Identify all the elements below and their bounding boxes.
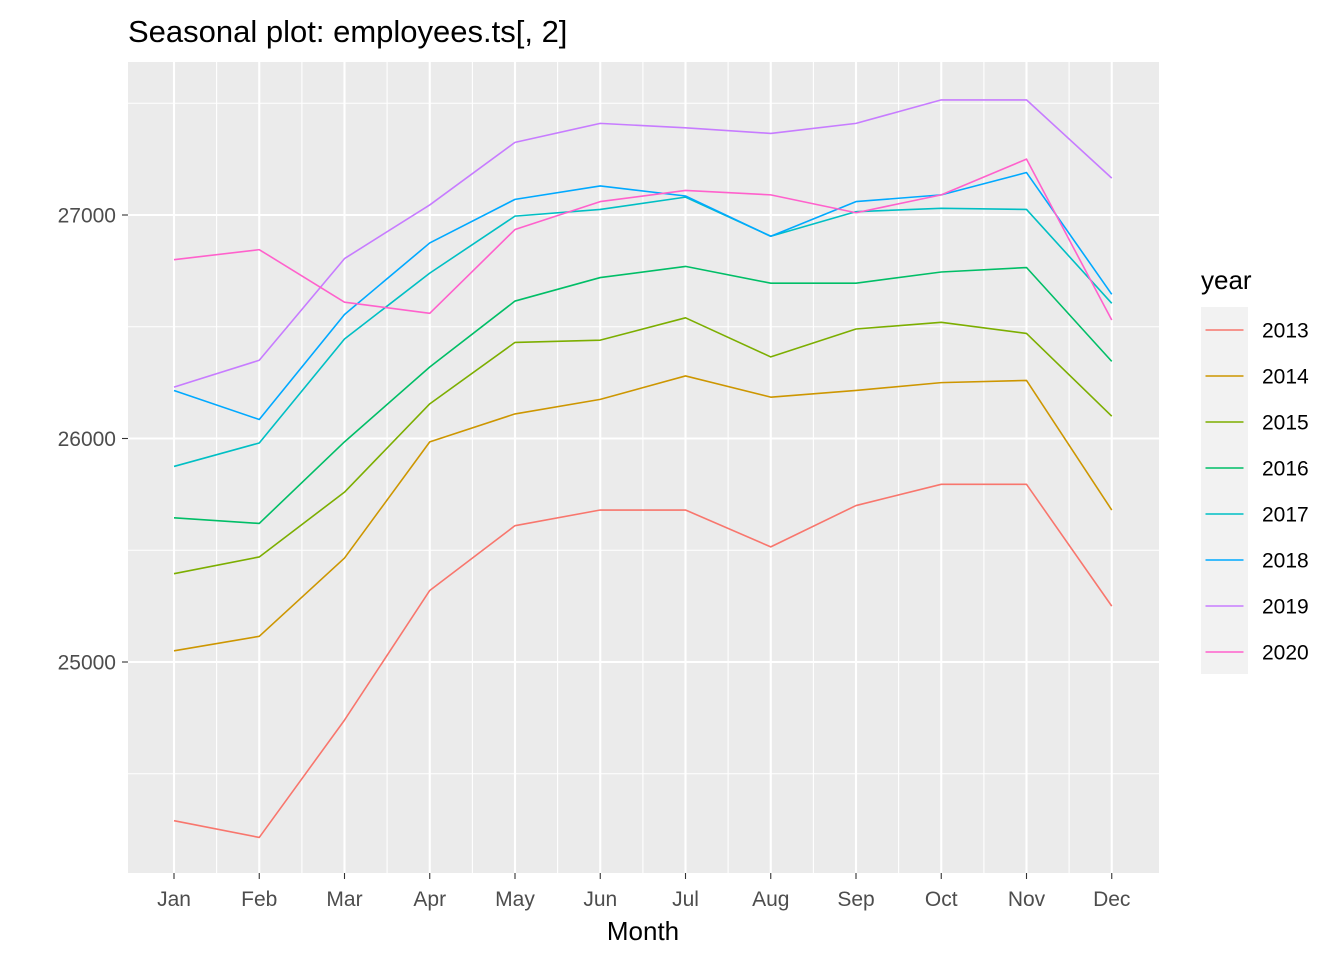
series-line-2013 bbox=[173, 483, 1113, 839]
y-tick-label-25000: 25000 bbox=[58, 652, 116, 675]
legend-label-2019: 2019 bbox=[1262, 596, 1309, 619]
series-line-2018 bbox=[173, 171, 1113, 421]
x-tick-label-nov: Nov bbox=[1008, 888, 1046, 911]
x-tick-label-jun: Jun bbox=[583, 888, 617, 911]
x-tick-label-may: May bbox=[495, 888, 535, 911]
legend-label-2020: 2020 bbox=[1262, 642, 1309, 665]
legend-label-2015: 2015 bbox=[1262, 412, 1309, 435]
legend-label-2016: 2016 bbox=[1262, 458, 1309, 481]
x-axis-title: Month bbox=[607, 916, 679, 946]
x-tick-label-oct: Oct bbox=[925, 888, 958, 911]
series-line-2019 bbox=[173, 99, 1113, 388]
legend-label-2017: 2017 bbox=[1262, 504, 1309, 527]
series-line-2020 bbox=[173, 158, 1113, 321]
plot-panel bbox=[128, 62, 1159, 873]
x-tick-label-dec: Dec bbox=[1093, 888, 1130, 911]
series-line-2016 bbox=[173, 265, 1113, 525]
x-tick-label-feb: Feb bbox=[241, 888, 277, 911]
x-tick-label-jan: Jan bbox=[157, 888, 191, 911]
chart-title: Seasonal plot: employees.ts[, 2] bbox=[128, 14, 567, 49]
legend-label-2018: 2018 bbox=[1262, 550, 1309, 573]
legend: year 2013 2014 2015 2016 2017 2018 2019 2020 bbox=[1201, 265, 1309, 674]
series-lines bbox=[173, 99, 1113, 839]
legend-label-2014: 2014 bbox=[1262, 366, 1309, 389]
x-axis-tick-labels: Jan Feb Mar Apr May Jun Jul Aug Sep Oct Nov Dec bbox=[157, 888, 1130, 911]
x-tick-label-sep: Sep bbox=[837, 888, 874, 911]
y-axis-tick-labels: 25000 26000 27000 bbox=[58, 205, 116, 675]
y-tick-label-27000: 27000 bbox=[58, 205, 116, 228]
axis-ticks bbox=[122, 214, 1113, 879]
series-line-2017 bbox=[173, 196, 1113, 468]
x-tick-label-mar: Mar bbox=[326, 888, 362, 911]
series-line-2014 bbox=[173, 375, 1113, 652]
legend-title: year bbox=[1201, 265, 1252, 295]
x-tick-label-aug: Aug bbox=[752, 888, 789, 911]
x-tick-label-jul: Jul bbox=[672, 888, 699, 911]
series-line-2015 bbox=[173, 317, 1113, 575]
legend-items: 2013 2014 2015 2016 2017 2018 2019 2020 bbox=[1205, 320, 1309, 665]
y-tick-label-26000: 26000 bbox=[58, 428, 116, 451]
grid-lines bbox=[128, 62, 1159, 873]
x-tick-label-apr: Apr bbox=[413, 888, 446, 911]
legend-key-background bbox=[1201, 307, 1248, 674]
legend-label-2013: 2013 bbox=[1262, 320, 1309, 343]
